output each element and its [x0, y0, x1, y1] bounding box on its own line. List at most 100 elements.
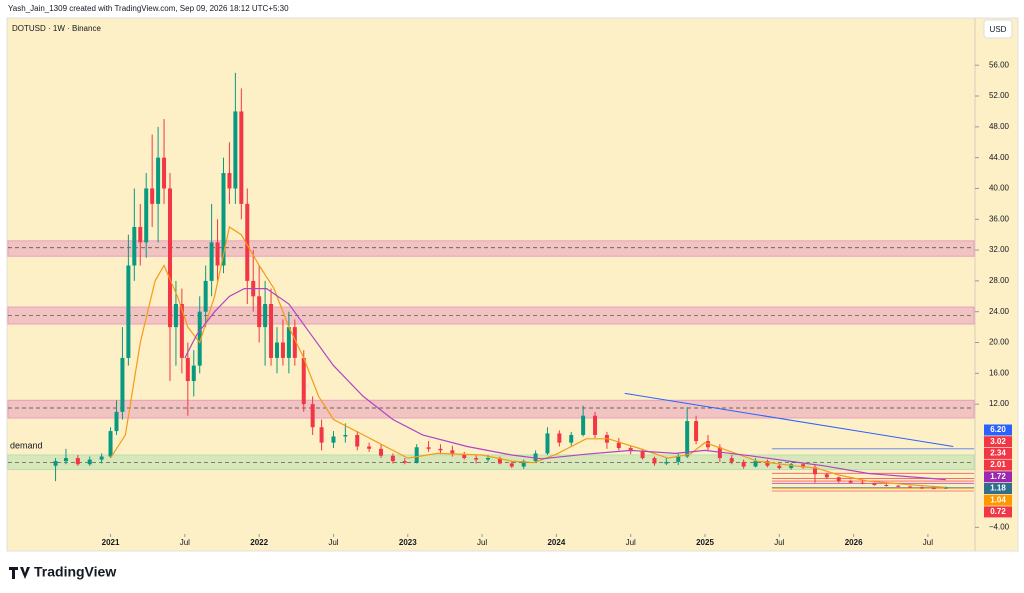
y-tick-label: 16.00: [989, 368, 1010, 377]
candle: [836, 476, 841, 483]
candle-body: [581, 415, 586, 435]
candle: [812, 464, 817, 483]
candle-body: [87, 459, 92, 465]
moving-average: [184, 288, 946, 481]
candle-body: [331, 436, 336, 443]
candle-body: [628, 448, 633, 452]
candle-body: [557, 433, 562, 443]
candle-body: [108, 431, 113, 457]
candle-body: [367, 446, 372, 449]
x-tick-label: 2023: [399, 538, 417, 547]
candle: [179, 288, 184, 374]
price-label-box: [984, 447, 1012, 459]
candle: [426, 441, 431, 452]
candle-body: [872, 483, 877, 486]
candle-body: [144, 188, 149, 243]
candle-body: [402, 461, 407, 463]
candle: [215, 219, 220, 281]
candle: [497, 456, 502, 465]
candle-body: [150, 188, 155, 204]
candle: [126, 234, 131, 366]
currency-box: [983, 19, 1013, 39]
candle-body: [280, 342, 285, 358]
candle: [521, 459, 526, 469]
candle-body: [286, 327, 291, 358]
candle: [593, 411, 598, 439]
candle: [379, 444, 384, 459]
candle: [753, 458, 758, 468]
candle: [245, 188, 250, 304]
candle-body: [545, 433, 550, 454]
candle: [108, 427, 113, 459]
candle-body: [173, 304, 178, 328]
candle-body: [801, 464, 806, 468]
candle-body: [310, 404, 315, 428]
candle-body: [221, 173, 226, 266]
y-tick-label: 32.00: [989, 245, 1010, 254]
y-tick-label: 40.00: [989, 184, 1010, 193]
y-tick-label: 36.00: [989, 214, 1010, 223]
candle: [414, 444, 419, 464]
price-label: 3.02: [990, 437, 1006, 446]
candle-body: [860, 482, 865, 484]
candle: [664, 458, 669, 465]
candle: [908, 485, 913, 489]
credit: Yash_Jain_1309 created with TradingView.…: [8, 4, 289, 13]
x-tick-label: 2021: [102, 538, 120, 547]
candle-body: [450, 450, 455, 455]
y-tick-label: 56.00: [989, 60, 1010, 69]
candle: [87, 456, 92, 466]
candle: [765, 459, 770, 468]
candle-body: [569, 434, 574, 443]
candle: [438, 444, 443, 455]
candle-body: [462, 454, 467, 459]
price-label: 1.72: [990, 472, 1006, 481]
candle-body: [245, 203, 250, 281]
candle: [533, 450, 538, 463]
candle: [162, 119, 167, 204]
candle: [274, 327, 279, 374]
candle-body: [676, 456, 681, 462]
candle-body: [227, 173, 232, 189]
candle: [801, 462, 806, 469]
x-tick-label: 2024: [547, 538, 565, 547]
candle: [557, 430, 562, 447]
candle: [203, 265, 208, 328]
candle-body: [63, 458, 68, 462]
candle-body: [179, 304, 184, 358]
zone: [7, 240, 975, 257]
candle-body: [215, 242, 220, 266]
candle-body: [274, 342, 279, 358]
plot-background: [6, 17, 1019, 552]
y-tick-label: −4.00: [989, 522, 1010, 531]
candle: [569, 431, 574, 446]
candle: [75, 454, 80, 466]
candle-body: [497, 458, 502, 464]
price-label-box: [984, 494, 1012, 506]
candle: [685, 407, 690, 459]
candle-body: [126, 265, 131, 358]
candle-body: [257, 296, 262, 328]
x-tick-label: Jul: [328, 538, 338, 547]
candle-body: [292, 327, 297, 358]
candle: [474, 454, 479, 464]
candle: [860, 480, 865, 485]
candle-body: [931, 488, 936, 490]
candle: [120, 327, 125, 420]
price-label-box: [984, 483, 1012, 494]
candle-body: [521, 461, 526, 467]
candle: [824, 472, 829, 479]
candle: [310, 396, 315, 435]
candle: [450, 445, 455, 457]
candle: [355, 431, 360, 451]
price-label: 6.20: [990, 425, 1006, 434]
candle-body: [908, 486, 913, 488]
candle: [509, 461, 514, 469]
candle: [99, 453, 104, 464]
candle-body: [685, 421, 690, 457]
candle-body: [943, 487, 948, 489]
candle-body: [75, 458, 80, 465]
price-label-box: [984, 506, 1012, 518]
candle-body: [664, 461, 669, 464]
x-tick-label: Jul: [180, 538, 190, 547]
